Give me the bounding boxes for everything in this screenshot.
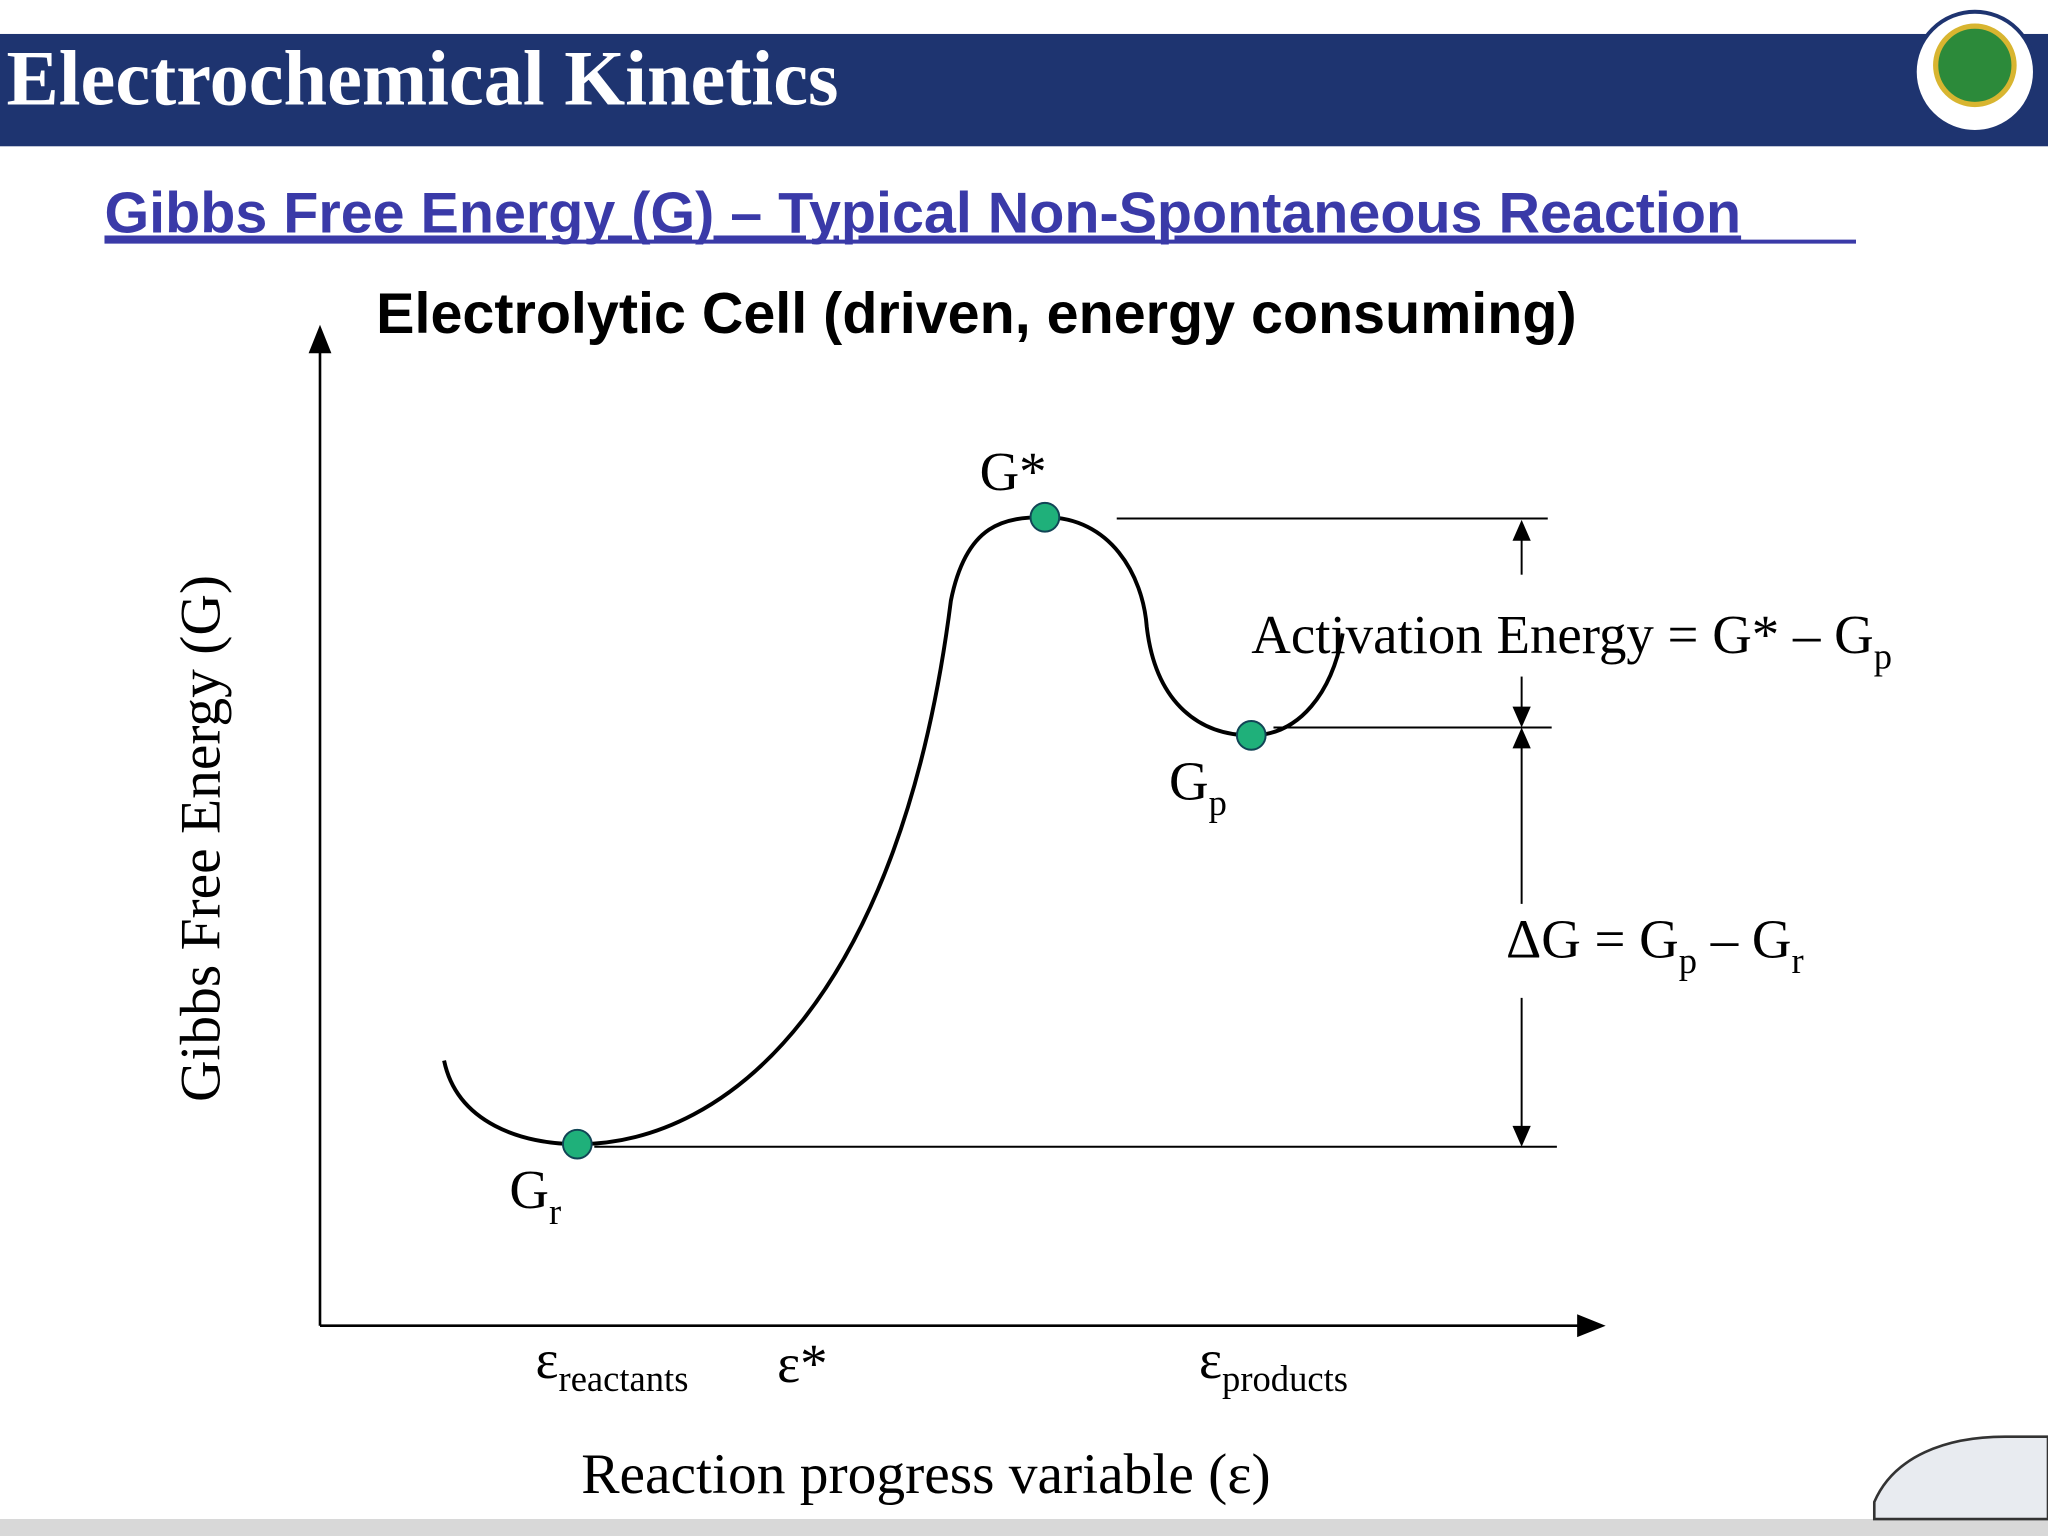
energy-curve xyxy=(442,515,1345,1147)
label-gp: Gp xyxy=(1169,750,1227,823)
axes xyxy=(308,324,1606,1338)
logo xyxy=(1912,9,2037,134)
diagram-title: Electrolytic Cell (driven, energy consum… xyxy=(376,282,1576,346)
header-bar xyxy=(0,33,2048,147)
label-g-star: G* xyxy=(980,441,1047,502)
delta-g: ΔG = Gp – Gr xyxy=(1506,908,1804,981)
x-label-products: εproducts xyxy=(1199,1329,1348,1399)
subtitle: Gibbs Free Energy (G) – Typical Non-Spon… xyxy=(104,181,1741,245)
activation-energy: Activation Energy = G* – Gp xyxy=(1251,604,1892,677)
header-title: Electrochemical Kinetics xyxy=(7,34,839,121)
label-gr: Gr xyxy=(509,1159,561,1232)
arrowheads xyxy=(1512,519,1531,1147)
x-label-reactants: εreactants xyxy=(536,1329,689,1399)
state-points xyxy=(561,501,1267,1160)
x-label-transition: ε* xyxy=(777,1333,827,1394)
footer-bar xyxy=(0,1519,2048,1536)
x-axis-label: Reaction progress variable (ε) xyxy=(581,1443,1270,1506)
corner-icon xyxy=(1872,1435,2048,1521)
y-axis-label: Gibbs Free Energy (G) xyxy=(169,575,232,1102)
